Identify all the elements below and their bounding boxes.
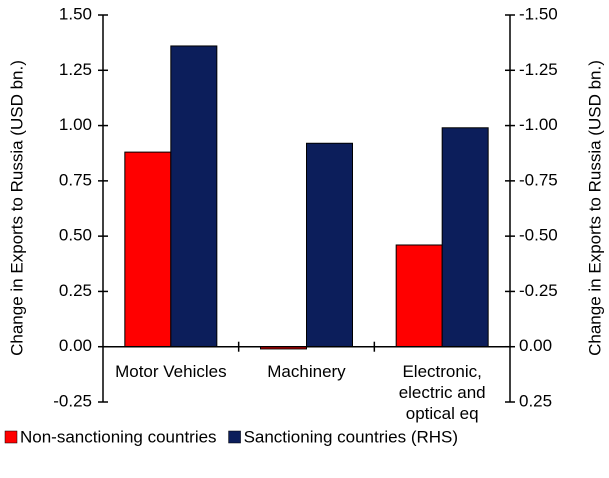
legend-label: Sanctioning countries (RHS) [244,427,458,446]
y2-tick-label: -1.00 [519,115,558,134]
y-tick-label: 0.75 [59,170,92,189]
bar [441,127,489,348]
bar [306,142,353,348]
y-tick-label: -0.25 [53,391,92,410]
x-tick-label: Motor Vehicles [115,361,227,381]
y-tick-label: 1.00 [59,115,92,134]
y2-tick-label: 0.25 [519,391,552,410]
y-tick-label: 1.25 [59,60,92,79]
y-tick-label: 1.50 [59,4,92,23]
y2-tick-label: -0.50 [519,226,558,245]
y2-tick-label: -0.25 [519,281,558,300]
y2-tick-label: -1.25 [519,60,558,79]
y2-tick-label: -0.75 [519,170,558,189]
y-tick-label: 0.00 [59,336,92,355]
legend-swatch [228,430,241,444]
x-tick-label: Electronic, electric and optical eq [398,361,486,423]
bar [124,151,172,348]
y2-axis-label: Change in Exports to Russia (USD bn.) [585,60,604,356]
y-tick-label: 0.50 [59,226,92,245]
legend-label: Non-sanctioning countries [20,427,217,446]
x-tick-label: Machinery [267,361,346,381]
y-tick-label: 0.25 [59,281,92,300]
legend-swatch [4,430,18,444]
y2-tick-label: 0.00 [519,336,552,355]
y-axis-label: Change in Exports to Russia (USD bn.) [7,60,26,356]
bar [395,244,443,348]
bar [170,45,218,348]
y2-tick-label: -1.50 [519,4,558,23]
